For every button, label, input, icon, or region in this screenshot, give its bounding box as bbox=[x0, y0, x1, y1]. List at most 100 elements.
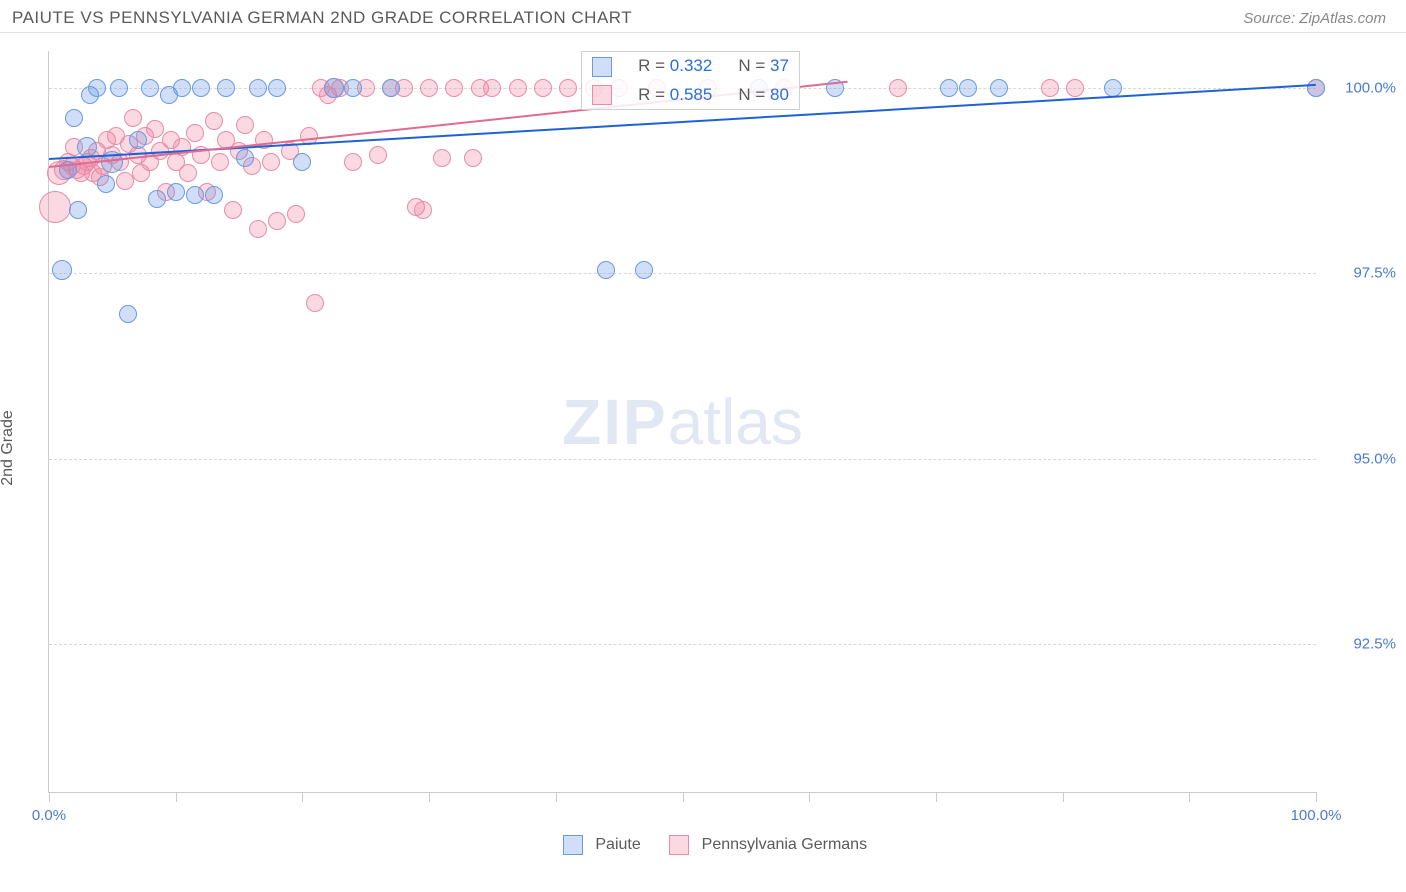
y-tick-label: 100.0% bbox=[1326, 80, 1396, 97]
data-point bbox=[217, 79, 235, 97]
y-axis-label: 2nd Grade bbox=[0, 410, 17, 486]
data-point bbox=[1307, 79, 1325, 97]
x-tick bbox=[936, 792, 937, 802]
correlation-stats-box: R = 0.332N = 37R = 0.585N = 80 bbox=[581, 51, 800, 110]
stat-n-value: 80 bbox=[770, 85, 789, 104]
data-point bbox=[268, 212, 286, 230]
data-point bbox=[534, 79, 552, 97]
x-tick bbox=[556, 792, 557, 802]
data-point bbox=[306, 294, 324, 312]
data-point bbox=[129, 131, 147, 149]
data-point bbox=[110, 79, 128, 97]
data-point bbox=[124, 109, 142, 127]
data-point bbox=[65, 109, 83, 127]
data-point bbox=[205, 186, 223, 204]
x-tick bbox=[1063, 792, 1064, 802]
source-name: ZipAtlas.com bbox=[1299, 10, 1386, 27]
x-tick bbox=[302, 792, 303, 802]
data-point bbox=[249, 220, 267, 238]
x-tick bbox=[1316, 792, 1317, 802]
data-point bbox=[959, 79, 977, 97]
chart-area: 2nd Grade ZIPatlas 92.5%95.0%97.5%100.0%… bbox=[0, 33, 1406, 863]
data-point bbox=[69, 201, 87, 219]
data-point bbox=[344, 79, 362, 97]
data-point bbox=[1041, 79, 1059, 97]
data-point bbox=[420, 79, 438, 97]
data-point bbox=[268, 79, 286, 97]
data-point bbox=[262, 153, 280, 171]
data-point bbox=[344, 153, 362, 171]
data-point bbox=[119, 305, 137, 323]
stats-swatch bbox=[592, 57, 612, 77]
x-tick bbox=[809, 792, 810, 802]
x-tick-label: 100.0% bbox=[1291, 807, 1342, 824]
data-point bbox=[88, 79, 106, 97]
data-point bbox=[167, 183, 185, 201]
y-tick-label: 95.0% bbox=[1326, 450, 1396, 467]
legend-label-paiute: Paiute bbox=[595, 836, 640, 853]
data-point bbox=[148, 190, 166, 208]
data-point bbox=[39, 191, 71, 223]
data-point bbox=[236, 149, 254, 167]
stats-swatch bbox=[592, 85, 612, 105]
legend-label-pennsylvania-germans: Pennsylvania Germans bbox=[702, 836, 867, 853]
data-point bbox=[173, 79, 191, 97]
data-point bbox=[192, 79, 210, 97]
data-point bbox=[179, 164, 197, 182]
legend-swatch-paiute bbox=[563, 835, 583, 855]
data-point bbox=[293, 153, 311, 171]
data-point bbox=[889, 79, 907, 97]
stat-r-label: R = bbox=[632, 85, 670, 104]
data-point bbox=[287, 205, 305, 223]
legend: Paiute Pennsylvania Germans bbox=[0, 835, 1406, 855]
data-point bbox=[249, 79, 267, 97]
data-point bbox=[97, 175, 115, 193]
watermark-light: atlas bbox=[668, 386, 803, 458]
data-point bbox=[940, 79, 958, 97]
data-point bbox=[211, 153, 229, 171]
watermark-bold: ZIP bbox=[562, 386, 668, 458]
source-attribution: Source: ZipAtlas.com bbox=[1243, 10, 1386, 27]
data-point bbox=[324, 78, 344, 98]
x-tick bbox=[176, 792, 177, 802]
data-point bbox=[116, 172, 134, 190]
chart-header: PAIUTE VS PENNSYLVANIA GERMAN 2ND GRADE … bbox=[0, 0, 1406, 33]
data-point bbox=[433, 149, 451, 167]
stat-r-value: 0.332 bbox=[670, 56, 713, 75]
stat-r-value: 0.585 bbox=[670, 85, 713, 104]
source-prefix: Source: bbox=[1243, 10, 1299, 27]
legend-swatch-pennsylvania-germans bbox=[669, 835, 689, 855]
data-point bbox=[186, 186, 204, 204]
data-point bbox=[141, 79, 159, 97]
x-tick-label: 0.0% bbox=[32, 807, 66, 824]
data-point bbox=[414, 201, 432, 219]
data-point bbox=[445, 79, 463, 97]
stat-n-label: N = bbox=[732, 56, 770, 75]
y-tick-label: 97.5% bbox=[1326, 265, 1396, 282]
chart-title: PAIUTE VS PENNSYLVANIA GERMAN 2ND GRADE … bbox=[12, 8, 632, 28]
gridline bbox=[49, 644, 1316, 645]
data-point bbox=[186, 124, 204, 142]
data-point bbox=[205, 112, 223, 130]
data-point bbox=[509, 79, 527, 97]
watermark: ZIPatlas bbox=[562, 385, 803, 459]
data-point bbox=[236, 116, 254, 134]
data-point bbox=[483, 79, 501, 97]
data-point bbox=[382, 79, 400, 97]
data-point bbox=[1066, 79, 1084, 97]
data-point bbox=[369, 146, 387, 164]
data-point bbox=[52, 260, 72, 280]
plot-region: ZIPatlas 92.5%95.0%97.5%100.0%0.0%100.0%… bbox=[48, 51, 1316, 793]
data-point bbox=[559, 79, 577, 97]
stat-r-label: R = bbox=[632, 56, 670, 75]
x-tick bbox=[429, 792, 430, 802]
x-tick bbox=[49, 792, 50, 802]
stat-n-label: N = bbox=[732, 85, 770, 104]
data-point bbox=[635, 261, 653, 279]
data-point bbox=[464, 149, 482, 167]
gridline bbox=[49, 459, 1316, 460]
data-point bbox=[597, 261, 615, 279]
data-point bbox=[224, 201, 242, 219]
y-tick-label: 92.5% bbox=[1326, 635, 1396, 652]
x-tick bbox=[683, 792, 684, 802]
